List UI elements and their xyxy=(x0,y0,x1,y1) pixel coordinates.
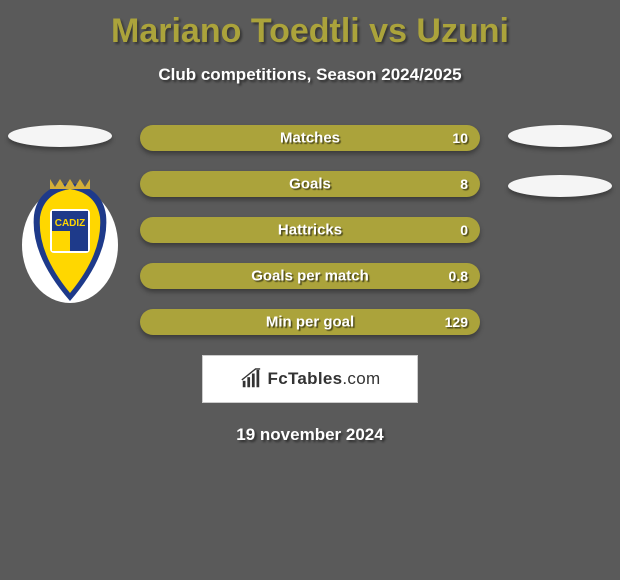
logo-brand: FcTables xyxy=(268,369,343,388)
subtitle: Club competitions, Season 2024/2025 xyxy=(0,65,620,85)
club-badge: CADIZ xyxy=(20,175,120,305)
stats-area: CADIZ Matches 10 Goals 8 Hattricks 0 Goa… xyxy=(0,125,620,335)
stat-label: Matches xyxy=(280,130,340,147)
page-title: Mariano Toedtli vs Uzuni xyxy=(0,12,620,51)
stat-label: Goals per match xyxy=(251,268,369,285)
stat-label: Goals xyxy=(289,176,331,193)
player-left-placeholder xyxy=(8,125,112,147)
logo-domain: .com xyxy=(342,369,380,388)
infographic-container: Mariano Toedtli vs Uzuni Club competitio… xyxy=(0,0,620,445)
svg-text:CADIZ: CADIZ xyxy=(55,218,86,229)
stat-row-goals: Goals 8 xyxy=(140,171,480,197)
stat-label: Hattricks xyxy=(278,222,342,239)
cadiz-crest-icon: CADIZ xyxy=(20,175,120,305)
logo-text: FcTables.com xyxy=(268,369,381,389)
stat-label: Min per goal xyxy=(266,314,354,331)
bar-chart-icon xyxy=(240,368,262,390)
stat-row-gpm: Goals per match 0.8 xyxy=(140,263,480,289)
player-right-placeholder-1 xyxy=(508,125,612,147)
stat-row-matches: Matches 10 xyxy=(140,125,480,151)
stat-row-hattricks: Hattricks 0 xyxy=(140,217,480,243)
stat-value-right: 0.8 xyxy=(449,268,468,284)
stat-bars: Matches 10 Goals 8 Hattricks 0 Goals per… xyxy=(140,125,480,335)
stat-value-right: 8 xyxy=(460,176,468,192)
player-right-placeholder-2 xyxy=(508,175,612,197)
source-logo: FcTables.com xyxy=(202,355,418,403)
stat-value-right: 10 xyxy=(452,130,468,146)
stat-value-right: 0 xyxy=(460,222,468,238)
stat-row-mpg: Min per goal 129 xyxy=(140,309,480,335)
date-line: 19 november 2024 xyxy=(0,425,620,445)
stat-value-right: 129 xyxy=(445,314,468,330)
